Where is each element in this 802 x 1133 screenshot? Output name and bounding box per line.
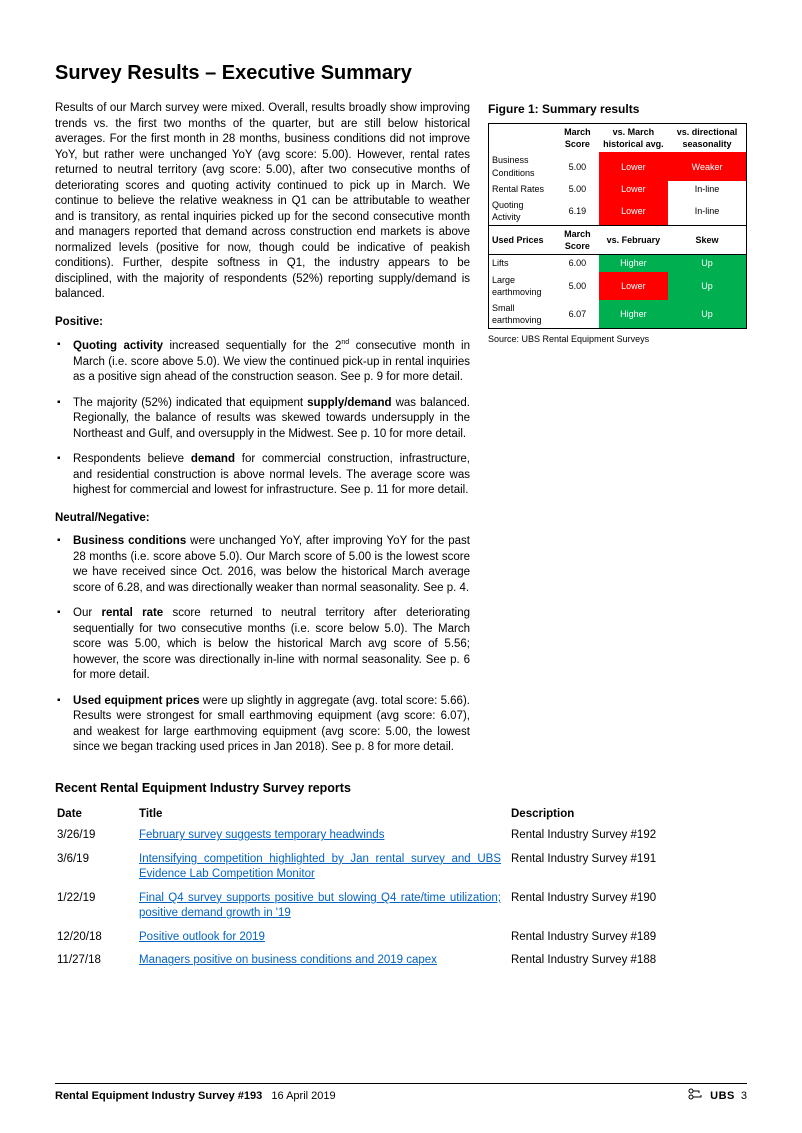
- table-row: Small earthmoving6.07HigherUp: [489, 300, 747, 329]
- list-item: Quoting activity increased sequentially …: [55, 338, 470, 385]
- table-row: Rental Rates5.00LowerIn-line: [489, 181, 747, 197]
- neutral-list: Business conditions were unchanged YoY, …: [55, 534, 470, 756]
- table-header: vs. directional seasonality: [668, 124, 746, 153]
- report-date: 3/6/19: [57, 852, 137, 889]
- report-description: Rental Industry Survey #192: [511, 828, 745, 850]
- report-description: Rental Industry Survey #190: [511, 891, 745, 928]
- two-column-layout: Results of our March survey were mixed. …: [55, 101, 747, 766]
- page-title: Survey Results – Executive Summary: [55, 60, 747, 87]
- page-footer: Rental Equipment Industry Survey #193 16…: [55, 1083, 747, 1105]
- report-link[interactable]: Positive outlook for 2019: [139, 931, 265, 943]
- table-row: Quoting Activity6.19LowerIn-line: [489, 197, 747, 226]
- reports-table: Date Title Description 3/26/19February s…: [55, 805, 747, 977]
- report-date: 12/20/18: [57, 930, 137, 952]
- report-description: Rental Industry Survey #189: [511, 930, 745, 952]
- summary-results-table: March Scorevs. March historical avg.vs. …: [488, 123, 747, 329]
- table-header: vs. March historical avg.: [599, 124, 668, 153]
- main-column: Results of our March survey were mixed. …: [55, 101, 470, 766]
- table-row: 11/27/18Managers positive on business co…: [57, 953, 745, 975]
- footer-right: UBS 3: [688, 1088, 747, 1105]
- table-section-header: Used PricesMarch Scorevs. FebruarySkew: [489, 226, 747, 255]
- table-row: 3/6/19Intensifying competition highlight…: [57, 852, 745, 889]
- ubs-keys-icon: [688, 1088, 704, 1105]
- report-link[interactable]: Intensifying competition highlighted by …: [139, 853, 501, 881]
- table-row: Business Conditions5.00LowerWeaker: [489, 152, 747, 180]
- ubs-logo-text: UBS: [710, 1089, 735, 1104]
- figure-source: Source: UBS Rental Equipment Surveys: [488, 333, 747, 345]
- report-link[interactable]: Final Q4 survey supports positive but sl…: [139, 892, 501, 920]
- reports-col-desc: Description: [511, 807, 745, 827]
- reports-col-title: Title: [139, 807, 509, 827]
- positive-list: Quoting activity increased sequentially …: [55, 338, 470, 498]
- list-item: The majority (52%) indicated that equipm…: [55, 396, 470, 443]
- report-description: Rental Industry Survey #191: [511, 852, 745, 889]
- reports-col-date: Date: [57, 807, 137, 827]
- footer-doc-title: Rental Equipment Industry Survey #193: [55, 1090, 262, 1102]
- side-column: Figure 1: Summary results March Scorevs.…: [488, 101, 747, 766]
- footer-left: Rental Equipment Industry Survey #193 16…: [55, 1089, 336, 1104]
- footer-page-number: 3: [741, 1089, 747, 1104]
- table-row: 1/22/19Final Q4 survey supports positive…: [57, 891, 745, 928]
- neutral-heading: Neutral/Negative:: [55, 511, 470, 527]
- positive-heading: Positive:: [55, 315, 470, 331]
- table-row: Lifts6.00HigherUp: [489, 255, 747, 272]
- list-item: Respondents believe demand for commercia…: [55, 452, 470, 499]
- table-row: 3/26/19February survey suggests temporar…: [57, 828, 745, 850]
- list-item: Business conditions were unchanged YoY, …: [55, 534, 470, 596]
- report-date: 11/27/18: [57, 953, 137, 975]
- table-header: March Score: [556, 124, 599, 153]
- report-date: 3/26/19: [57, 828, 137, 850]
- list-item: Our rental rate score returned to neutra…: [55, 606, 470, 684]
- reports-heading: Recent Rental Equipment Industry Survey …: [55, 780, 747, 797]
- footer-date: 16 April 2019: [271, 1090, 335, 1102]
- report-date: 1/22/19: [57, 891, 137, 928]
- figure-title: Figure 1: Summary results: [488, 101, 747, 117]
- table-row: 12/20/18Positive outlook for 2019 Rental …: [57, 930, 745, 952]
- table-header: [489, 124, 557, 153]
- list-item: Used equipment prices were up slightly i…: [55, 694, 470, 756]
- report-link[interactable]: February survey suggests temporary headw…: [139, 829, 384, 841]
- intro-paragraph: Results of our March survey were mixed. …: [55, 101, 470, 303]
- table-row: Large earthmoving5.00LowerUp: [489, 272, 747, 300]
- report-link[interactable]: Managers positive on business conditions…: [139, 954, 437, 966]
- report-description: Rental Industry Survey #188: [511, 953, 745, 975]
